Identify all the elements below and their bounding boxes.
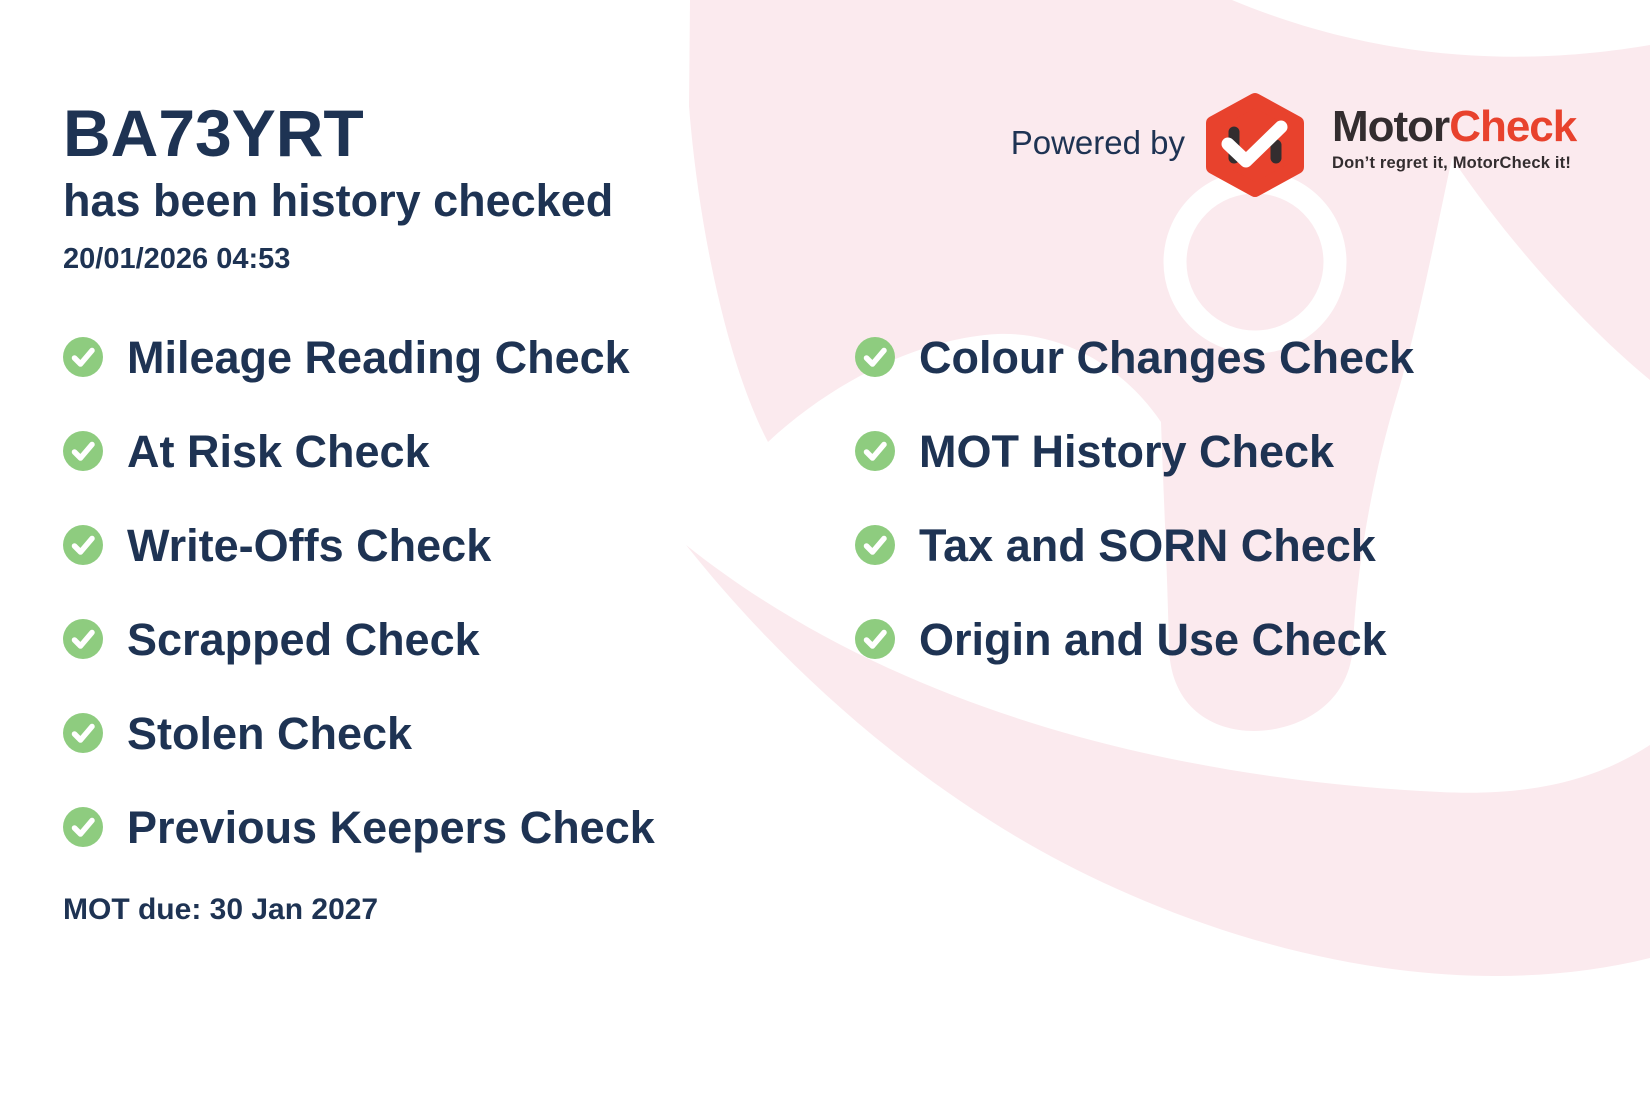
check-circle-icon — [63, 713, 103, 753]
brand-tagline: Don’t regret it, MotorCheck it! — [1332, 154, 1572, 172]
check-item-label: Colour Changes Check — [919, 331, 1415, 383]
check-item-label: Scrapped Check — [127, 613, 480, 665]
check-item-origin-and-use-check: Origin and Use Check — [855, 613, 1414, 665]
check-circle-icon — [855, 431, 895, 471]
check-item-write-offs-check: Write-Offs Check — [63, 519, 655, 571]
checks-column-left: Mileage Reading Check At Risk Check Write-… — [63, 331, 655, 853]
mot-due-date: MOT due: 30 Jan 2027 — [63, 893, 379, 926]
brand-name: MotorCheck — [1332, 102, 1577, 151]
brand-check: Check — [1449, 102, 1577, 151]
check-item-scrapped-check: Scrapped Check — [63, 613, 655, 665]
check-item-at-risk-check: At Risk Check — [63, 425, 655, 477]
powered-by-label: Powered by — [1010, 124, 1185, 161]
check-timestamp: 20/01/2026 04:53 — [63, 243, 291, 275]
check-circle-icon — [63, 619, 103, 659]
check-item-label: Previous Keepers Check — [127, 801, 655, 853]
registration-plate: BA73YRT — [63, 96, 364, 170]
check-item-previous-keepers-check: Previous Keepers Check — [63, 801, 655, 853]
check-circle-icon — [63, 807, 103, 847]
check-item-label: Stolen Check — [127, 707, 413, 759]
check-item-tax-and-sorn-check: Tax and SORN Check — [855, 519, 1414, 571]
motorcheck-logo: MotorCheck Don’t regret it, MotorCheck i… — [1200, 92, 1620, 202]
check-item-label: Origin and Use Check — [919, 613, 1387, 665]
check-item-mileage-reading-check: Mileage Reading Check — [63, 331, 655, 383]
check-item-mot-history-check: MOT History Check — [855, 425, 1414, 477]
steering-wheel-rim-band — [686, 545, 1650, 976]
headline-subtitle: has been history checked — [63, 175, 614, 226]
steering-wheel-body — [689, 0, 1650, 731]
check-item-label: MOT History Check — [919, 425, 1335, 477]
headline-block: BA73YRT has been history checked 20/01/2… — [63, 100, 613, 276]
check-item-label: Write-Offs Check — [127, 519, 492, 571]
check-circle-icon — [63, 525, 103, 565]
check-item-colour-changes-check: Colour Changes Check — [855, 331, 1415, 383]
motorcheck-hex-check-icon — [1206, 93, 1304, 197]
check-circle-icon — [63, 337, 103, 377]
check-circle-icon — [855, 525, 895, 565]
motorcheck-wordmark: MotorCheck Don’t regret it, MotorCheck i… — [1332, 102, 1577, 173]
check-item-stolen-check: Stolen Check — [63, 707, 655, 759]
check-item-label: Tax and SORN Check — [919, 519, 1376, 571]
brand-motor: Motor — [1332, 102, 1450, 151]
check-item-label: Mileage Reading Check — [127, 331, 630, 383]
check-item-label: At Risk Check — [127, 425, 430, 477]
check-circle-icon — [63, 431, 103, 471]
checks-column-right: Colour Changes Check MOT History Check Tax… — [855, 331, 1415, 665]
check-circle-icon — [855, 619, 895, 659]
check-circle-icon — [855, 337, 895, 377]
